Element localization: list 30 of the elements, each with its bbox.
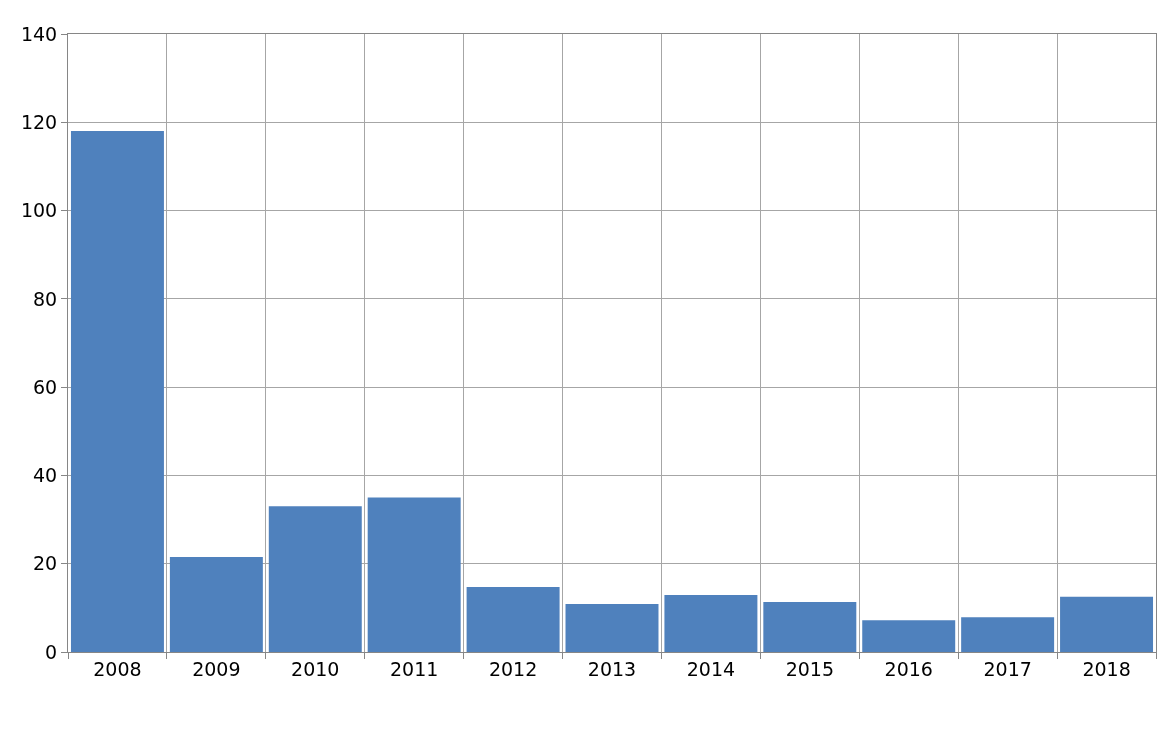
bar: [466, 587, 560, 652]
y-tick-label: 120: [20, 110, 58, 133]
y-tick-label: 0: [45, 640, 58, 663]
x-tick-label: 2011: [390, 657, 439, 680]
y-tick-label: 80: [33, 287, 58, 310]
bar: [862, 620, 956, 652]
x-tick-label: 2014: [686, 657, 736, 680]
x-tick-label: 2017: [983, 657, 1032, 680]
y-tick-label: 140: [20, 22, 58, 45]
bar: [70, 131, 164, 652]
x-tick-label: 2016: [884, 657, 933, 680]
x-tick-label: 2008: [93, 657, 142, 680]
bar: [1060, 596, 1154, 652]
x-tick-label: 2010: [291, 657, 340, 680]
bar: [664, 595, 758, 652]
x-tick-label: 2009: [192, 657, 241, 680]
bar: [169, 557, 263, 652]
y-tick-label: 20: [33, 552, 58, 575]
bar: [565, 603, 659, 652]
x-tick-label: 2012: [488, 657, 538, 680]
bar: [367, 497, 461, 652]
bar: [268, 506, 362, 652]
y-tick-label: 40: [33, 464, 58, 487]
y-tick-label: 100: [20, 199, 58, 222]
y-tick-label: 60: [33, 375, 58, 398]
bar: [763, 602, 857, 652]
x-tick-label: 2018: [1082, 657, 1131, 680]
x-tick-label: 2013: [587, 657, 637, 680]
x-tick-label: 2015: [785, 657, 834, 680]
bar: [961, 617, 1055, 652]
